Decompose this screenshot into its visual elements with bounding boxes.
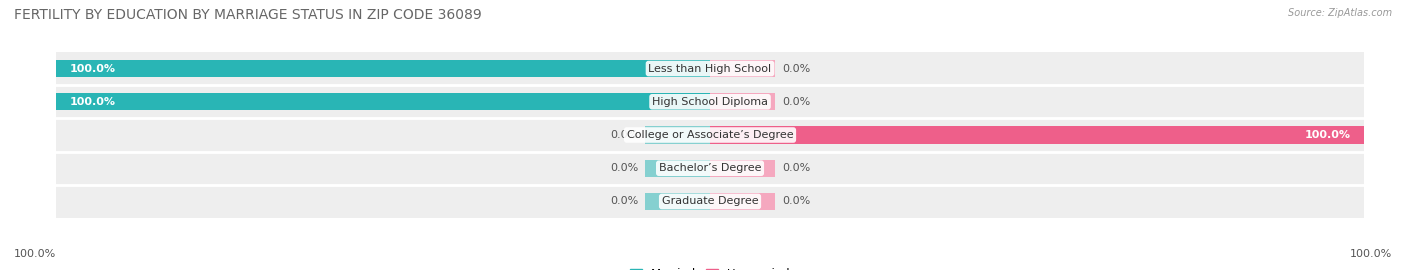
Bar xyxy=(56,118,1364,152)
Bar xyxy=(56,60,710,77)
Text: 0.0%: 0.0% xyxy=(610,130,638,140)
Bar xyxy=(710,160,776,177)
Bar xyxy=(56,52,1364,85)
Text: 100.0%: 100.0% xyxy=(14,249,56,259)
Bar xyxy=(56,152,1364,185)
Text: Graduate Degree: Graduate Degree xyxy=(662,197,758,207)
Text: High School Diploma: High School Diploma xyxy=(652,97,768,107)
Text: 100.0%: 100.0% xyxy=(1305,130,1351,140)
Bar xyxy=(644,160,710,177)
Text: Bachelor’s Degree: Bachelor’s Degree xyxy=(659,163,761,173)
Text: 100.0%: 100.0% xyxy=(69,63,115,73)
Text: 100.0%: 100.0% xyxy=(69,97,115,107)
Text: FERTILITY BY EDUCATION BY MARRIAGE STATUS IN ZIP CODE 36089: FERTILITY BY EDUCATION BY MARRIAGE STATU… xyxy=(14,8,482,22)
Text: 0.0%: 0.0% xyxy=(782,97,810,107)
Bar xyxy=(644,193,710,210)
Bar xyxy=(710,126,1364,144)
Text: 100.0%: 100.0% xyxy=(1350,249,1392,259)
Bar xyxy=(56,185,1364,218)
Bar xyxy=(710,93,776,110)
Text: 0.0%: 0.0% xyxy=(782,63,810,73)
Text: 0.0%: 0.0% xyxy=(610,163,638,173)
Text: 0.0%: 0.0% xyxy=(782,197,810,207)
Bar xyxy=(644,126,710,144)
Legend: Married, Unmarried: Married, Unmarried xyxy=(630,268,790,270)
Bar xyxy=(710,60,776,77)
Bar xyxy=(710,193,776,210)
Bar xyxy=(56,93,710,110)
Bar xyxy=(56,85,1364,118)
Text: 0.0%: 0.0% xyxy=(610,197,638,207)
Text: Less than High School: Less than High School xyxy=(648,63,772,73)
Text: 0.0%: 0.0% xyxy=(782,163,810,173)
Text: College or Associate’s Degree: College or Associate’s Degree xyxy=(627,130,793,140)
Text: Source: ZipAtlas.com: Source: ZipAtlas.com xyxy=(1288,8,1392,18)
